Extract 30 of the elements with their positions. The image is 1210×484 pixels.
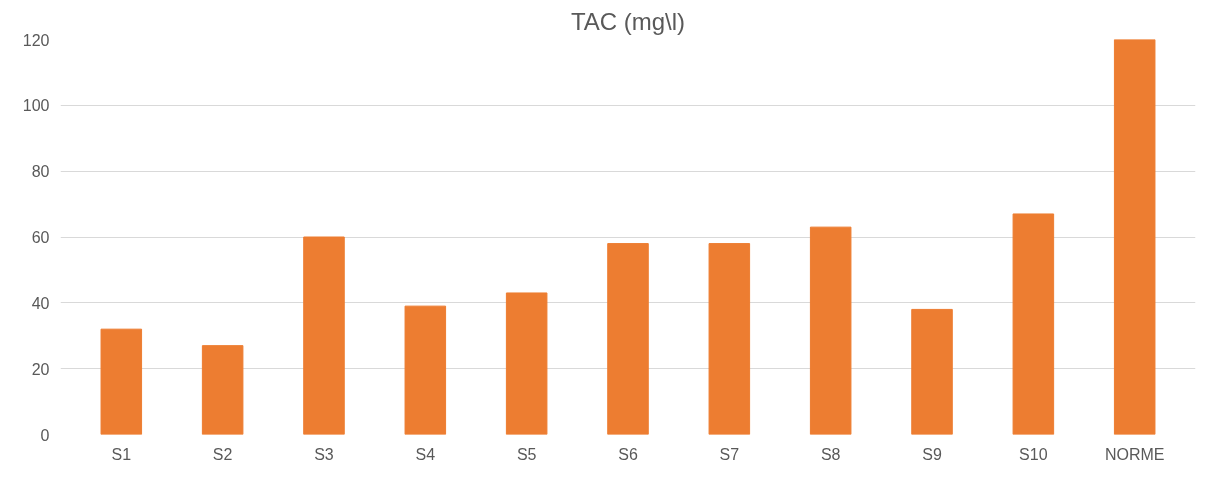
y-tick-label: 0 bbox=[40, 426, 50, 444]
chart-title: TAC (mg\l) bbox=[570, 7, 686, 35]
x-tick-label: S6 bbox=[618, 445, 638, 463]
x-tick-label: S1 bbox=[111, 445, 132, 463]
x-tick-label: S9 bbox=[922, 445, 942, 463]
bar bbox=[911, 308, 953, 435]
y-tick-label: 40 bbox=[31, 294, 50, 312]
y-tick-label: 120 bbox=[22, 31, 50, 49]
x-tick-label: S7 bbox=[719, 445, 740, 463]
x-tick-label: S2 bbox=[212, 445, 233, 463]
bar bbox=[100, 328, 143, 435]
x-tick-label: NORME bbox=[1104, 445, 1165, 463]
bar bbox=[303, 236, 345, 435]
x-tick-label: S5 bbox=[516, 445, 537, 463]
bar bbox=[505, 292, 548, 435]
bar bbox=[1012, 213, 1055, 435]
bar bbox=[404, 305, 447, 435]
x-tick-label: S10 bbox=[1019, 445, 1048, 463]
bar bbox=[201, 345, 244, 435]
y-tick-label: 60 bbox=[31, 229, 50, 246]
bar bbox=[809, 226, 852, 435]
y-tick-label: 20 bbox=[31, 360, 50, 378]
x-tick-label: S4 bbox=[415, 445, 436, 463]
bar bbox=[607, 243, 649, 435]
x-tick-label: S3 bbox=[314, 445, 334, 463]
y-tick-label: 80 bbox=[31, 163, 50, 181]
y-tick-label: 100 bbox=[22, 97, 50, 115]
bar bbox=[1113, 39, 1156, 435]
bar bbox=[708, 243, 751, 435]
x-tick-label: S8 bbox=[820, 445, 841, 463]
